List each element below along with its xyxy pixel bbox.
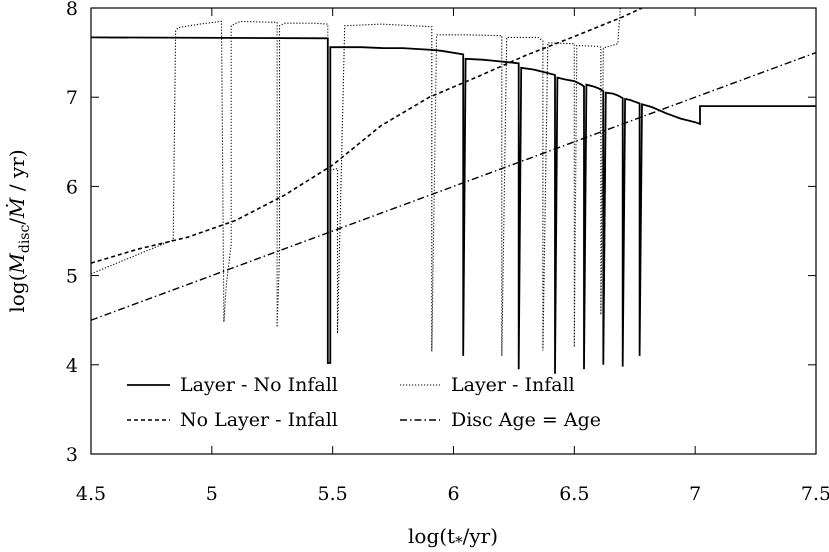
series-line-2 xyxy=(91,8,621,356)
legend: Layer - No Infall Layer - Infall No Layer … xyxy=(127,374,601,431)
x-tick-label: 5.5 xyxy=(318,483,348,505)
y-tick-label: 7 xyxy=(66,87,78,109)
series-line-4 xyxy=(91,51,816,321)
y-tick-label: 5 xyxy=(66,266,78,288)
legend-label-4: Disc Age = Age xyxy=(451,409,601,431)
y-tick-label: 6 xyxy=(66,176,78,198)
y-tick-label: 3 xyxy=(66,444,78,466)
legend-label-2: Layer - Infall xyxy=(451,374,575,396)
series-line-1 xyxy=(91,36,816,374)
legend-label-3: No Layer - Infall xyxy=(180,409,338,431)
x-tick-label: 6.5 xyxy=(559,483,589,505)
x-tick-label: 5 xyxy=(206,483,218,505)
x-tick-label: 7.5 xyxy=(801,483,829,505)
y-tick-label: 4 xyxy=(66,355,78,377)
legend-label-1: Layer - No Infall xyxy=(180,374,338,396)
tick-marks xyxy=(90,7,817,455)
x-tick-label: 6 xyxy=(447,483,459,505)
x-axis-label: log(t*/yr) xyxy=(408,524,498,551)
y-tick-label: 8 xyxy=(66,0,78,20)
x-tick-label: 4.5 xyxy=(76,483,106,505)
y-axis-label: log(Mdisc/Ṁ / yr) xyxy=(5,149,33,312)
series-lines xyxy=(91,8,816,374)
tick-labels: 4.5 5 5.5 6 6.5 7 7.5 3 4 5 6 7 8 xyxy=(66,0,829,505)
x-tick-label: 7 xyxy=(689,483,701,505)
series-line-3 xyxy=(91,8,643,264)
